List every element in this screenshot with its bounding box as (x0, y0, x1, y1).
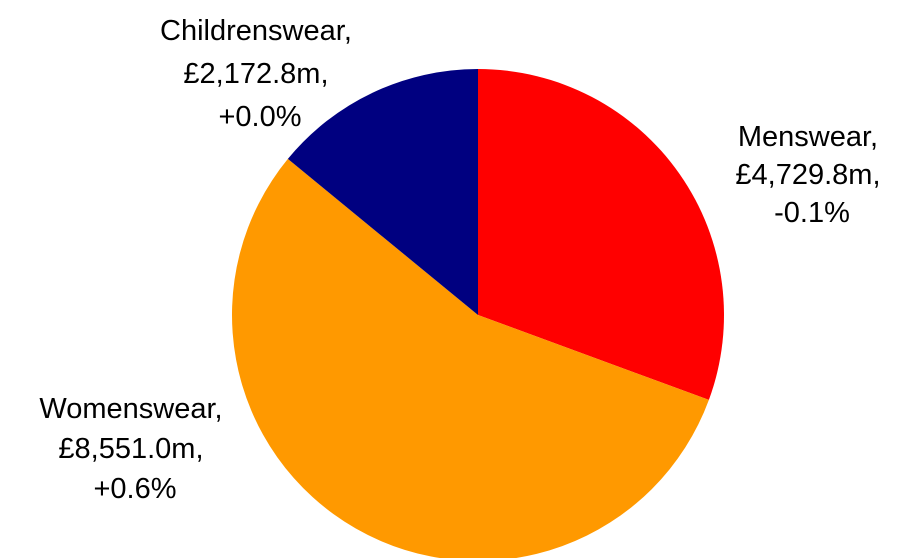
slice-label-womenswear-name: Womenswear (39, 393, 216, 425)
slice-label-menswear: Menswear, £4,729.8m, -0.1% (735, 121, 888, 229)
slice-label-childrenswear-value: £2,172.8m (183, 58, 320, 90)
slice-label-womenswear: Womenswear, £8,551.0m, +0.6% (39, 393, 230, 505)
pie-slice-childrenswear (287, 68, 478, 315)
slice-label-womenswear-value-comma: , (195, 433, 203, 465)
pie-slice-womenswear (231, 158, 709, 558)
pie-slices (231, 68, 724, 558)
slice-label-childrenswear-name-comma: , (344, 15, 352, 47)
slice-label-menswear-name-comma: , (870, 121, 878, 153)
slice-label-childrenswear-name: Childrenswear (160, 15, 346, 47)
slice-label-childrenswear-change: +0.0% (218, 101, 301, 133)
slice-label-womenswear-value: £8,551.0m (58, 433, 195, 465)
slice-label-childrenswear: Childrenswear, £2,172.8m, +0.0% (160, 15, 360, 133)
slice-label-menswear-change: -0.1% (774, 197, 850, 229)
slice-label-menswear-value-comma: , (872, 159, 880, 191)
slice-label-womenswear-name-comma: , (215, 393, 223, 425)
slice-label-childrenswear-value-comma: , (320, 58, 328, 90)
slice-label-womenswear-change: +0.6% (93, 473, 176, 505)
slice-label-menswear-value: £4,729.8m (735, 159, 872, 191)
slice-label-menswear-name: Menswear (738, 121, 872, 153)
pie-slice-menswear (478, 69, 724, 400)
